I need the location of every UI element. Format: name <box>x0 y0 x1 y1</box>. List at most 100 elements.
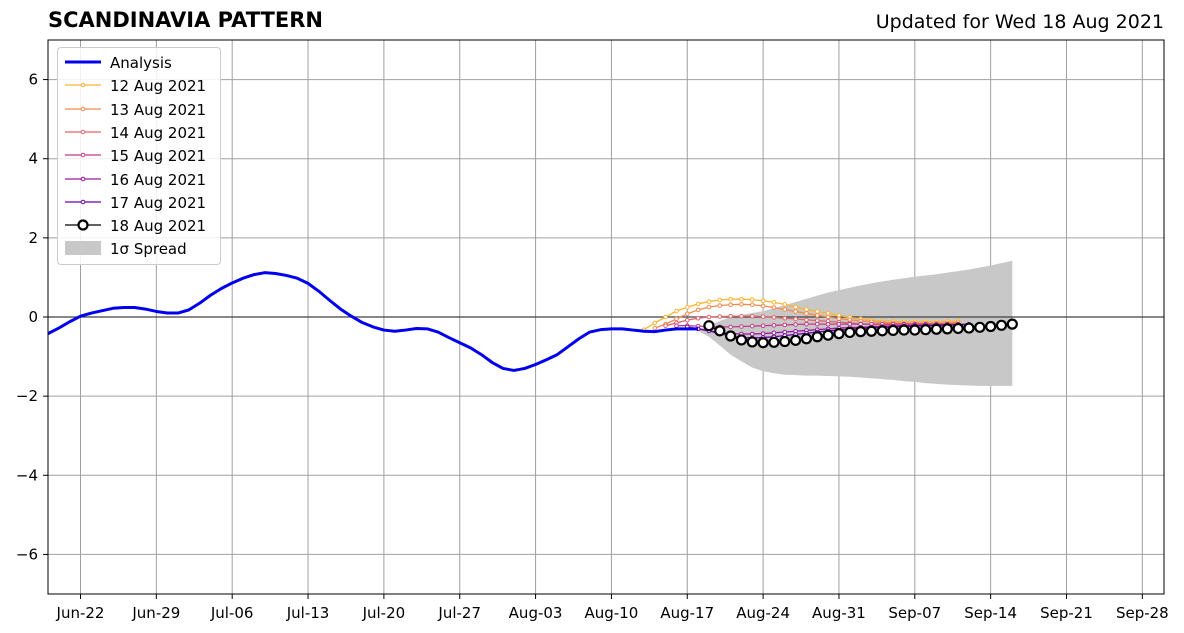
data-point <box>739 313 744 319</box>
data-point <box>855 326 867 338</box>
data-point <box>674 323 679 329</box>
series-line-15-aug-2021 <box>676 323 969 328</box>
data-point <box>909 324 921 336</box>
data-point <box>695 301 701 307</box>
x-tick-label: Aug-24 <box>736 604 790 622</box>
data-point <box>833 328 845 340</box>
data-point <box>995 319 1008 331</box>
data-point <box>739 302 744 307</box>
legend-swatch <box>65 199 101 205</box>
data-point <box>684 317 690 323</box>
data-point <box>728 296 733 302</box>
data-point <box>782 302 788 307</box>
data-point <box>793 309 798 314</box>
x-tick-label: Jul-27 <box>437 604 481 622</box>
data-point <box>695 307 701 313</box>
data-point <box>887 324 899 337</box>
data-point <box>703 320 715 332</box>
data-point <box>760 331 766 336</box>
data-point <box>825 314 831 320</box>
data-point <box>717 303 723 308</box>
legend-label: 13 Aug 2021 <box>110 100 207 119</box>
legend-label: 17 Aug 2021 <box>110 193 207 212</box>
legend-label: 16 Aug 2021 <box>110 170 207 189</box>
data-point <box>757 337 769 349</box>
data-point <box>749 331 755 337</box>
x-tick-label: Aug-17 <box>660 604 714 622</box>
y-tick-label: 2 <box>28 229 38 247</box>
legend-swatch <box>65 219 101 231</box>
data-point <box>804 321 809 327</box>
data-point <box>771 315 777 320</box>
data-point <box>844 326 856 339</box>
x-tick-label: Jun-29 <box>131 604 180 622</box>
data-point <box>706 314 712 320</box>
data-point <box>941 323 953 335</box>
data-point <box>811 331 823 343</box>
data-point <box>760 303 766 309</box>
data-point <box>771 300 777 305</box>
y-tick-label: −2 <box>16 387 38 405</box>
data-point <box>749 323 755 329</box>
data-point <box>674 316 679 322</box>
legend-item: 1σ Spread <box>58 237 218 259</box>
data-point <box>865 325 878 337</box>
x-tick-label: Jul-13 <box>286 604 330 622</box>
legend-swatch <box>65 82 101 88</box>
data-point <box>739 296 744 302</box>
data-point <box>790 334 802 346</box>
data-point <box>825 311 831 316</box>
y-tick-label: −6 <box>16 545 38 563</box>
data-point <box>898 324 910 336</box>
legend-label: 15 Aug 2021 <box>110 147 207 166</box>
data-point <box>714 325 726 337</box>
data-point <box>746 336 758 348</box>
data-point <box>728 302 733 308</box>
legend-item: 12 Aug 2021 <box>58 74 218 96</box>
data-point <box>725 330 737 342</box>
data-point <box>814 313 820 318</box>
legend-swatch <box>65 106 101 111</box>
y-tick-label: 4 <box>28 150 38 168</box>
legend-item: 15 Aug 2021 <box>58 144 218 166</box>
plot-frame <box>47 39 1165 595</box>
legend-label: 12 Aug 2021 <box>110 77 207 96</box>
legend-swatch <box>65 129 101 135</box>
legend-label: 18 Aug 2021 <box>110 217 207 236</box>
x-tick-label: Aug-31 <box>812 604 866 622</box>
data-point <box>782 315 788 321</box>
data-point <box>793 316 798 322</box>
legend-item: 17 Aug 2021 <box>58 191 218 213</box>
data-point <box>739 324 744 329</box>
data-point <box>782 307 788 312</box>
x-tick-label: Jul-06 <box>210 604 254 622</box>
data-point <box>674 308 679 314</box>
data-point <box>814 309 820 314</box>
x-tick-label: Sep-07 <box>888 604 941 622</box>
data-point <box>793 322 798 327</box>
data-point <box>836 316 842 321</box>
data-point <box>728 313 733 319</box>
data-point <box>749 313 755 319</box>
data-point <box>804 311 809 316</box>
x-tick-label: Sep-28 <box>1116 604 1169 622</box>
legend-label: 14 Aug 2021 <box>110 123 207 142</box>
legend-swatch <box>65 60 101 64</box>
chart-title: SCANDINAVIA PATTERN <box>48 8 323 32</box>
data-point <box>684 311 690 317</box>
legend-swatch <box>65 152 101 158</box>
data-point <box>952 322 964 335</box>
legend-item: Analysis <box>58 51 218 73</box>
data-point <box>749 302 755 308</box>
legend-swatch <box>65 176 101 181</box>
data-point <box>717 314 723 319</box>
data-point <box>814 321 820 327</box>
data-point <box>717 297 723 303</box>
analysis-line <box>47 271 699 372</box>
data-point <box>728 324 733 330</box>
chart-subtitle: Updated for Wed 18 Aug 2021 <box>875 11 1164 33</box>
data-point <box>825 321 831 327</box>
legend-label: 1σ Spread <box>110 240 187 259</box>
y-tick-label: 6 <box>28 71 38 89</box>
